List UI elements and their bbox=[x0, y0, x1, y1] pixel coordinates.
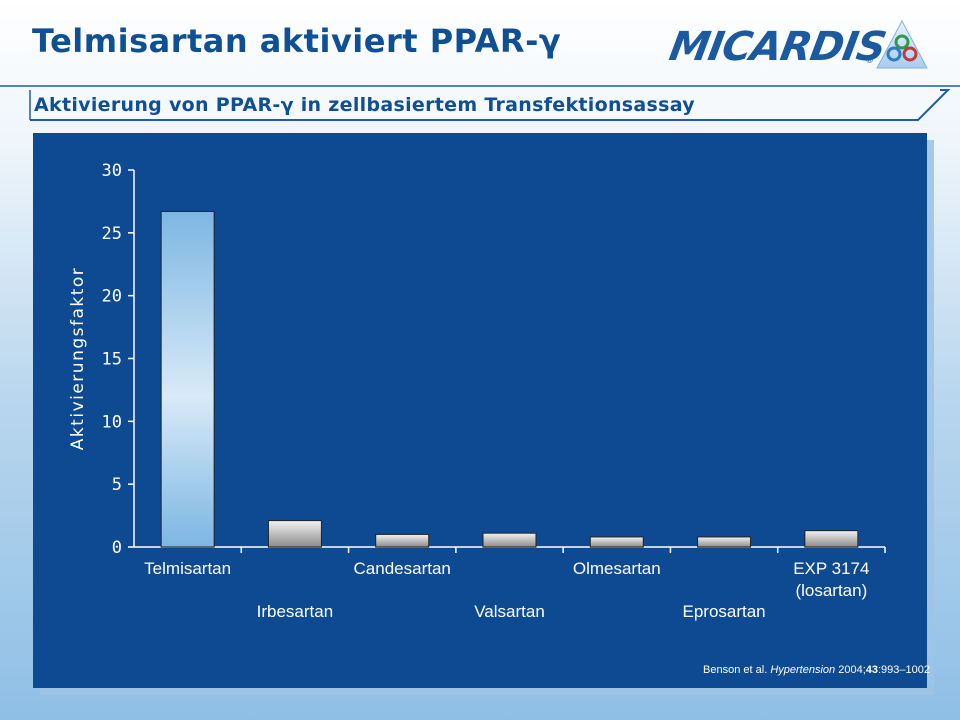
y-tick-label: 20 bbox=[102, 287, 122, 307]
bar-0 bbox=[160, 210, 215, 548]
citation-journal: Hypertension bbox=[770, 664, 836, 676]
y-tick-label: 30 bbox=[102, 161, 122, 181]
citation-authors: Benson et al. bbox=[703, 664, 768, 676]
category-label: EXP 3174 bbox=[793, 559, 869, 578]
bar-1 bbox=[267, 520, 322, 548]
slide-subtitle: Aktivierung von PPAR-γ in zellbasiertem … bbox=[34, 94, 695, 116]
category-label: Irbesartan bbox=[257, 602, 334, 621]
y-axis-label: Aktivierungsfaktor bbox=[68, 267, 88, 451]
category-label: Valsartan bbox=[474, 602, 545, 621]
micardis-logo: MICARDIS ® bbox=[662, 16, 934, 76]
subtitle-banner bbox=[0, 85, 960, 121]
category-label: (losartan) bbox=[795, 581, 867, 600]
bar-3 bbox=[482, 532, 537, 548]
bar-chart: 0 5 10 15 20 25 30 Aktivierungsfaktor Telmisarta… bbox=[68, 161, 886, 621]
citation-pages: :993–1002 bbox=[878, 664, 930, 676]
category-label: Candesartan bbox=[354, 559, 451, 578]
citation: Benson et al. Hypertension 2004;43:993–1… bbox=[703, 664, 930, 676]
y-tick-label: 0 bbox=[112, 538, 122, 558]
registered-mark: ® bbox=[865, 56, 874, 66]
category-label: Eprosartan bbox=[682, 602, 765, 621]
triangle-emblem-icon bbox=[876, 19, 928, 69]
y-tick-label: 25 bbox=[102, 224, 122, 244]
chart-bars bbox=[160, 210, 859, 548]
chart-axes bbox=[128, 169, 886, 553]
y-tick-label: 5 bbox=[112, 475, 122, 495]
category-label: Telmisartan bbox=[144, 559, 231, 578]
bar-5 bbox=[697, 536, 752, 548]
slide-title: Telmisartan aktiviert PPAR-γ bbox=[32, 22, 562, 60]
bar-4 bbox=[589, 536, 644, 548]
y-tick-label: 15 bbox=[102, 350, 122, 370]
y-tick-label: 10 bbox=[102, 412, 122, 432]
citation-year: 2004; bbox=[838, 664, 866, 676]
chart-labels: 0 5 10 15 20 25 30 Aktivierungsfaktor Telmisarta… bbox=[68, 161, 869, 621]
bar-2 bbox=[375, 533, 430, 548]
bar-6 bbox=[804, 530, 859, 548]
logo-text: MICARDIS bbox=[665, 24, 889, 70]
chart-panel: 0 5 10 15 20 25 30 Aktivierungsfaktor Telmisarta… bbox=[33, 133, 927, 688]
citation-volume: 43 bbox=[865, 664, 878, 676]
category-label: Olmesartan bbox=[573, 559, 661, 578]
